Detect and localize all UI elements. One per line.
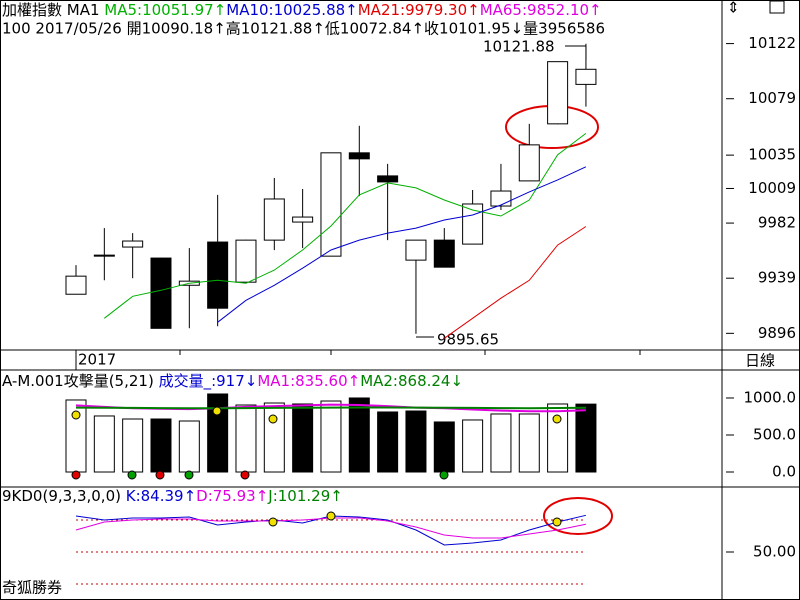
volume-bar: [348, 397, 370, 473]
panel-header: A-M.001攻擊量(5,21) 成交量_:917↓MA1:835.60↑MA2…: [2, 372, 463, 391]
volume-bar: [547, 403, 569, 473]
signal-dot: [268, 517, 278, 527]
indicator-line: [217, 166, 587, 323]
signal-dot: [155, 470, 165, 480]
signal-dot: [240, 470, 250, 480]
volume-bar: [575, 403, 597, 473]
scroll-icon[interactable]: ⇕: [727, 0, 740, 17]
candle-body: [377, 175, 399, 183]
header-item: D:75.93↑: [196, 487, 268, 505]
annotation: 9895.65: [437, 331, 499, 349]
signal-dot: [71, 470, 81, 480]
header-item: A-M.001: [2, 372, 64, 390]
candle-body: [122, 240, 144, 248]
candle-body: [93, 254, 115, 257]
candle-body: [462, 203, 484, 245]
subtitle: 100 2017/05/26 開10090.18↑高10121.88↑低1007…: [2, 20, 605, 38]
signal-dot: [439, 470, 449, 480]
volume-bar: [320, 400, 342, 473]
candle-body: [490, 190, 512, 207]
signal-dot: [552, 517, 562, 527]
candle-body: [150, 257, 172, 329]
volume-bar: [490, 413, 512, 473]
indicator-line: [444, 226, 587, 339]
candle-body: [65, 275, 87, 295]
header-item: MA1:835.60↑: [257, 372, 360, 390]
volume-bar: [263, 402, 285, 473]
header-item: 攻擊量(5,21): [64, 372, 159, 390]
y-tick-label: 50.00: [753, 543, 796, 561]
header-item: J:101.29↑: [267, 487, 343, 505]
header-item: MA65:9852.10↑: [480, 1, 602, 19]
period-label: 日線: [745, 352, 775, 370]
panel-header: 9KD0(9,3,3,0,0) K:84.39↑D:75.93↑J:101.29…: [2, 487, 343, 505]
volume-bar: [93, 415, 115, 473]
header-item: 加權指數 MA1: [2, 1, 104, 19]
volume-bar: [122, 418, 144, 473]
candle-body: [433, 239, 455, 268]
y-tick-label: 10035: [748, 146, 796, 164]
y-tick-label: 9896: [758, 324, 796, 342]
candle-body: [405, 239, 427, 261]
header-item: MA10:10025.88↑: [226, 1, 357, 19]
volume-bar: [405, 410, 427, 473]
signal-dot: [326, 511, 336, 521]
candle-body: [235, 239, 257, 283]
header-item: 9KD0(9,3,3,0,0): [2, 487, 126, 505]
window-button[interactable]: [769, 0, 785, 14]
signal-dot: [552, 414, 562, 424]
y-tick-label: 9982: [758, 214, 796, 232]
panel-header: 加權指數 MA1 MA5:10051.97↑MA10:10025.88↑MA21…: [2, 1, 602, 19]
volume-bar: [178, 420, 200, 473]
volume-bar: [235, 404, 257, 473]
volume-bar: [377, 411, 399, 473]
volume-bar: [207, 393, 229, 473]
indicator-line: [75, 406, 586, 410]
volume-bar: [433, 421, 455, 473]
volume-bar: [292, 403, 314, 473]
y-tick-label: 10079: [748, 89, 796, 107]
candle-body: [575, 68, 597, 85]
y-tick-label: 10009: [748, 179, 796, 197]
volume-bar: [150, 418, 172, 473]
signal-dot: [127, 470, 137, 480]
signal-dot: [71, 410, 81, 420]
y-tick-label: 10122: [748, 34, 796, 52]
y-tick-label: 500.0: [753, 425, 796, 443]
candle-body: [518, 144, 540, 182]
candle-body: [320, 152, 342, 257]
candle-body: [292, 216, 314, 223]
candle-body: [207, 241, 229, 309]
y-tick-label: 1000.0: [744, 388, 797, 406]
footer: 奇狐勝券: [2, 579, 62, 597]
header-item: MA5:10051.97↑: [104, 1, 226, 19]
volume-bar: [518, 413, 540, 473]
year-label: 2017: [78, 351, 116, 369]
candle-body: [547, 61, 569, 125]
signal-dot: [268, 414, 278, 424]
header-item: MA21:9979.30↑: [358, 1, 480, 19]
header-item: 成交量_:917↓: [159, 372, 258, 391]
highlight-circle: [543, 497, 613, 535]
signal-dot: [212, 406, 222, 416]
y-tick-label: 9939: [758, 269, 796, 287]
annotation: 10121.88: [483, 38, 555, 56]
volume-bar: [462, 419, 484, 473]
signal-dot: [184, 470, 194, 480]
y-tick-label: 0.0: [772, 463, 796, 481]
header-item: MA2:868.24↓: [360, 372, 463, 390]
candle-body: [263, 198, 285, 241]
indicator-line: [103, 133, 587, 319]
candle-body: [348, 152, 370, 160]
header-item: K:84.39↑: [126, 487, 196, 505]
